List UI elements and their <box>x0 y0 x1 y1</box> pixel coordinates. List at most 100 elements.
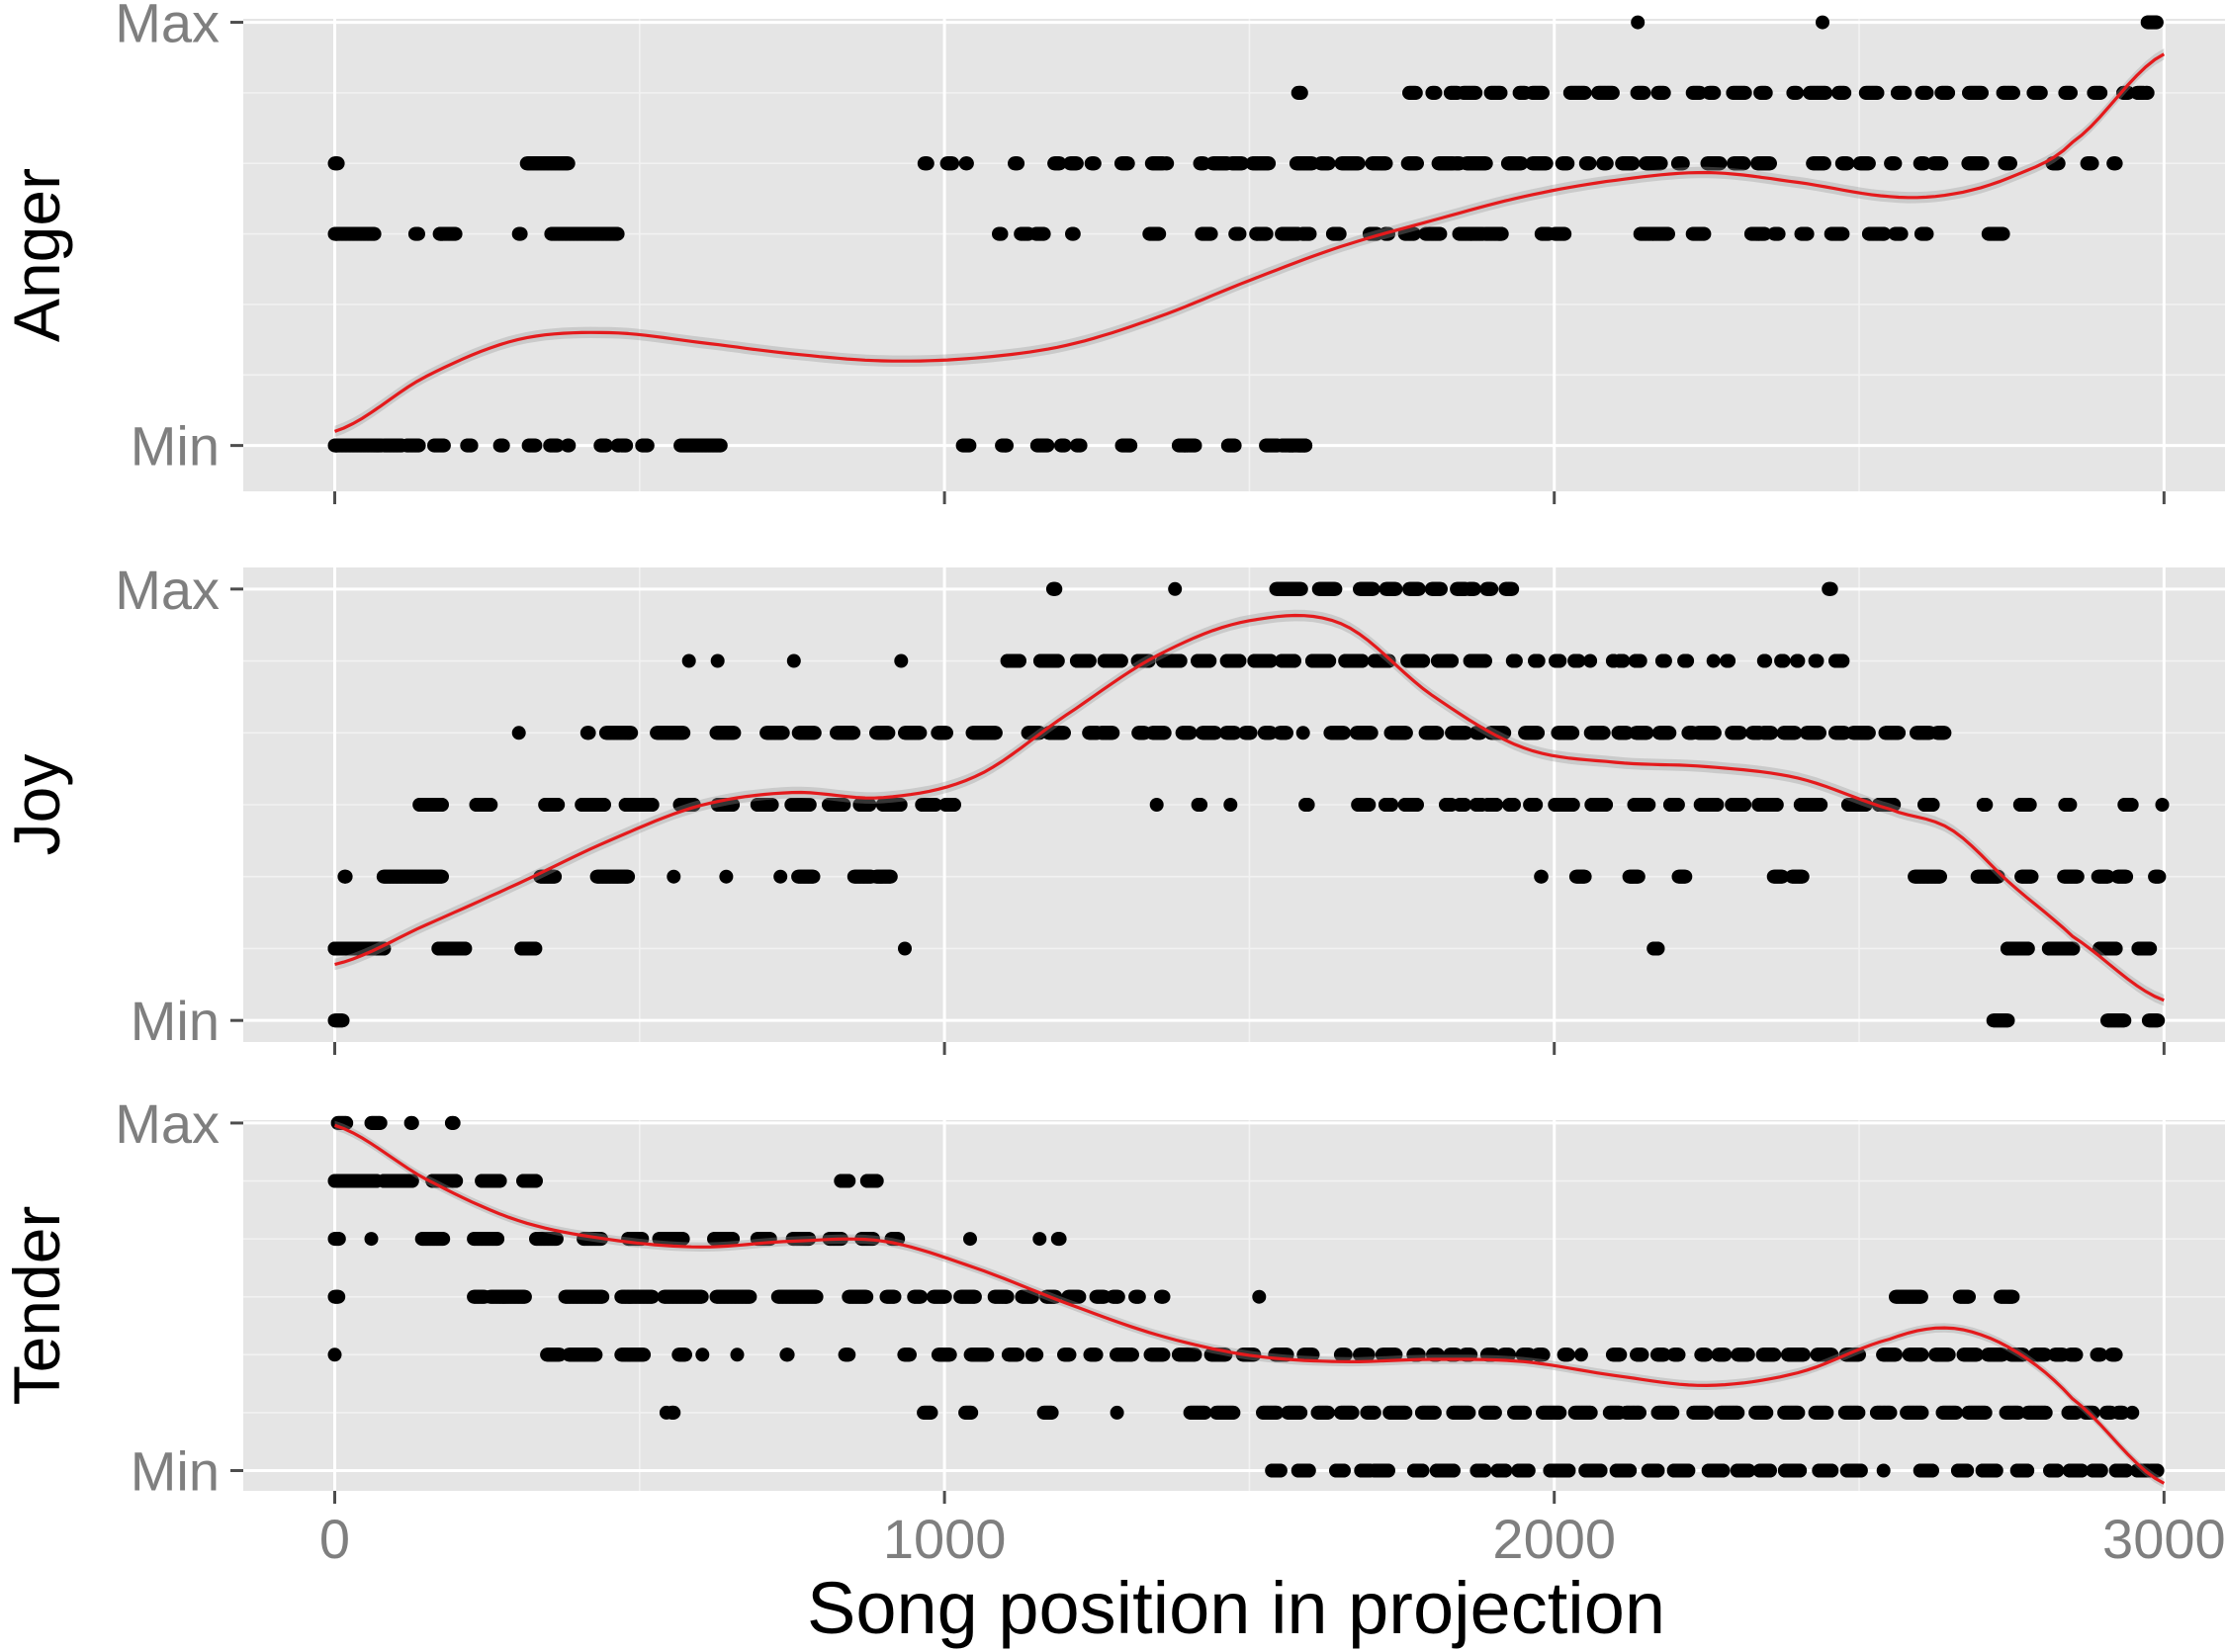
data-point <box>1678 869 1693 884</box>
data-point <box>1106 726 1120 740</box>
data-point <box>1898 85 1913 100</box>
data-point <box>1894 226 1909 241</box>
data-point <box>624 726 639 740</box>
data-point <box>1531 726 1546 740</box>
panel-label: Anger <box>0 168 73 342</box>
data-point <box>1888 156 1903 171</box>
data-point <box>1996 226 2010 241</box>
data-point <box>2070 869 2085 884</box>
data-point <box>1837 85 1852 100</box>
data-point <box>988 726 1003 740</box>
data-point <box>1631 15 1646 30</box>
data-point <box>1408 85 1423 100</box>
data-point <box>1819 85 1833 100</box>
data-point <box>1861 156 1876 171</box>
data-point <box>2108 941 2123 956</box>
data-point <box>2001 1013 2015 1028</box>
data-point <box>1351 156 1366 171</box>
data-point <box>2108 156 2123 171</box>
data-point <box>1364 726 1379 740</box>
data-point <box>448 226 463 241</box>
data-point <box>484 798 498 812</box>
data-point <box>1529 798 1544 812</box>
data-point <box>1194 798 1208 812</box>
data-point <box>2064 85 2078 100</box>
data-point <box>1870 85 1885 100</box>
data-point <box>411 438 426 453</box>
data-point <box>1227 438 1242 453</box>
y-tick-label: Max <box>115 559 220 621</box>
data-point <box>881 726 896 740</box>
data-point <box>2155 798 2170 812</box>
data-point <box>1262 156 1277 171</box>
data-point <box>1223 798 1238 812</box>
data-point <box>1066 226 1081 241</box>
data-point <box>610 226 625 241</box>
data-point <box>528 941 543 956</box>
data-point <box>330 156 345 171</box>
data-point <box>802 798 817 812</box>
data-point <box>1877 226 1892 241</box>
data-point <box>1835 226 1850 241</box>
data-point <box>1697 226 1712 241</box>
data-point <box>1642 798 1656 812</box>
data-point <box>1626 156 1641 171</box>
data-point <box>1188 438 1202 453</box>
data-point <box>1300 798 1315 812</box>
data-point <box>1507 798 1521 812</box>
data-point <box>939 726 953 740</box>
data-point <box>1582 156 1597 171</box>
data-point <box>464 438 479 453</box>
data-point <box>528 438 543 453</box>
data-point <box>959 156 974 171</box>
data-point <box>1605 85 1620 100</box>
data-point <box>436 438 451 453</box>
data-point <box>1656 85 1671 100</box>
data-point <box>640 438 655 453</box>
data-point <box>1653 156 1668 171</box>
data-point <box>1631 869 1646 884</box>
data-point <box>1430 726 1445 740</box>
data-point <box>1925 798 1940 812</box>
data-point <box>645 798 660 812</box>
panel-label: Joy <box>0 754 73 856</box>
data-point <box>962 438 977 453</box>
data-point <box>1840 156 1855 171</box>
data-point <box>806 869 821 884</box>
data-point <box>1120 156 1135 171</box>
data-point <box>1337 726 1351 740</box>
data-point <box>1800 226 1815 241</box>
data-point <box>727 726 742 740</box>
data-point <box>1577 85 1592 100</box>
data-point <box>713 438 728 453</box>
data-point <box>2117 1013 2132 1028</box>
data-point <box>1302 226 1317 241</box>
data-point <box>2149 15 2164 30</box>
data-point <box>1152 226 1167 241</box>
data-point <box>1052 156 1067 171</box>
data-point <box>1203 226 1218 241</box>
data-point <box>2119 869 2134 884</box>
data-point <box>511 726 526 740</box>
data-point <box>2063 798 2078 812</box>
data-point <box>598 438 613 453</box>
data-point <box>1934 156 1949 171</box>
data-point <box>1737 798 1752 812</box>
data-point <box>2022 798 2037 812</box>
data-point <box>1183 726 1198 740</box>
data-point <box>1539 156 1554 171</box>
data-point <box>1069 156 1084 171</box>
data-point <box>513 226 528 241</box>
data-point <box>994 226 1009 241</box>
data-point <box>1036 226 1051 241</box>
data-point <box>621 869 636 884</box>
data-point <box>1243 726 1258 740</box>
data-point <box>1160 156 1175 171</box>
data-point <box>1398 726 1413 740</box>
data-point <box>1379 156 1393 171</box>
data-point <box>1280 726 1293 740</box>
data-point <box>1577 869 1592 884</box>
data-point <box>807 726 822 740</box>
